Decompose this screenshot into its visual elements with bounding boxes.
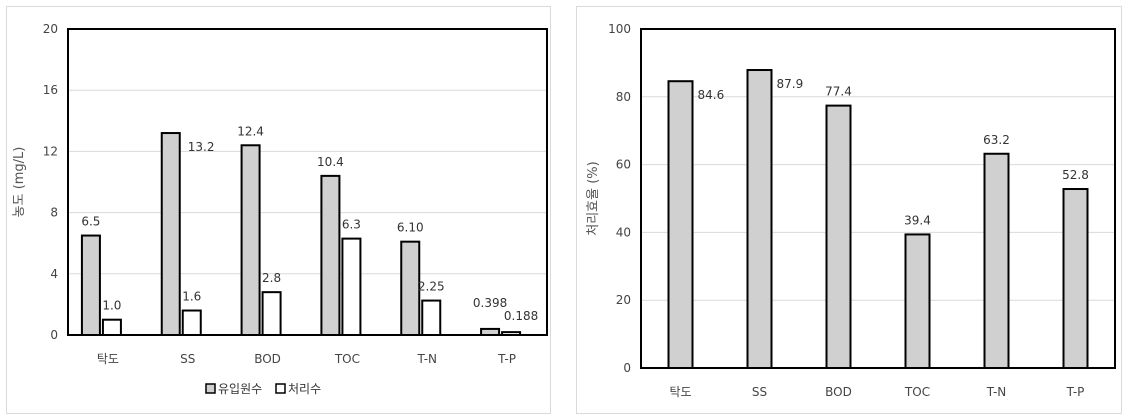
data-label: 39.4	[904, 213, 931, 227]
y-tick-label: 16	[43, 83, 58, 97]
legend-swatch	[205, 383, 216, 394]
y-tick-label: 8	[50, 206, 58, 220]
data-label: 1.0	[102, 299, 121, 313]
bar	[80, 234, 101, 336]
plot-frame	[640, 28, 1116, 369]
category-label: BOD	[825, 385, 852, 399]
bar	[341, 237, 362, 336]
efficiency-chart-panel: 0 20 40 60 80 100 84.6 87.9 77.4 39.4 63.2 52.8 탁도 SS…	[576, 6, 1122, 414]
data-label: 77.4	[825, 85, 852, 99]
data-label: 12.4	[237, 124, 264, 138]
y-tick-label: 0	[50, 328, 58, 342]
y-tick-label: 0	[623, 361, 631, 375]
bar	[1062, 188, 1089, 369]
y-axis-label: 농도 (mg/L)	[12, 147, 27, 218]
data-label: 0.188	[504, 309, 538, 323]
y-tick-label: 20	[616, 293, 631, 307]
bar	[421, 299, 442, 337]
bar	[746, 69, 773, 369]
bar	[160, 132, 181, 337]
legend-label: 처리수	[288, 382, 321, 396]
data-label: 84.6	[698, 88, 725, 102]
category-label: SS	[180, 352, 195, 366]
efficiency-chart: 0 20 40 60 80 100 84.6 87.9 77.4 39.4 63.2 52.8 탁도 SS…	[586, 22, 1116, 399]
data-label: 6.10	[397, 221, 424, 235]
category-label: T-N	[986, 385, 1007, 399]
category-label: SS	[752, 385, 767, 399]
bar	[261, 291, 282, 337]
bar	[904, 233, 931, 369]
y-tick-label: 12	[43, 144, 58, 158]
plot-area	[68, 29, 547, 335]
bar	[320, 174, 341, 336]
y-axis-label: 처리효율 (%)	[586, 161, 601, 235]
y-tick-label: 4	[50, 267, 58, 281]
category-label: T-P	[1066, 385, 1085, 399]
data-label: 63.2	[983, 133, 1010, 147]
category-label: T-N	[416, 352, 437, 366]
category-label: T-P	[497, 352, 516, 366]
legend-label: 유입원수	[218, 382, 262, 396]
category-label: 탁도	[669, 385, 691, 399]
category-label: TOC	[334, 352, 360, 366]
y-tick-label: 60	[616, 158, 631, 172]
category-label: BOD	[254, 352, 281, 366]
y-tick-label: 100	[608, 22, 631, 36]
bar	[667, 80, 694, 370]
y-tick-label: 20	[43, 22, 58, 36]
bar	[181, 309, 202, 336]
data-label: 52.8	[1062, 168, 1089, 182]
data-label: 10.4	[317, 155, 344, 169]
data-label: 2.8	[262, 271, 281, 285]
bar	[400, 240, 421, 336]
concentration-chart-panel: 0 4 8 12 16 20 6.5 13.2 12.4 10.4 6.10 0.398 1.0 1.6 2…	[6, 6, 551, 414]
data-label: 2.25	[418, 280, 445, 294]
data-label: 0.398	[473, 296, 507, 310]
legend-swatch	[275, 383, 286, 394]
concentration-chart: 0 4 8 12 16 20 6.5 13.2 12.4 10.4 6.10 0.398 1.0 1.6 2…	[12, 22, 548, 396]
category-label: 탁도	[97, 352, 119, 366]
data-label: 87.9	[777, 77, 804, 91]
bar	[101, 318, 122, 337]
bar	[825, 104, 852, 369]
bar	[983, 152, 1010, 369]
category-label: TOC	[904, 385, 930, 399]
data-label: 13.2	[188, 140, 215, 154]
bar	[240, 144, 261, 336]
y-tick-label: 80	[616, 90, 631, 104]
data-label: 1.6	[182, 290, 201, 304]
data-label: 6.5	[81, 215, 100, 229]
data-label: 6.3	[342, 218, 361, 232]
y-tick-label: 40	[616, 225, 631, 239]
plot-area	[641, 29, 1115, 368]
plot-frame	[67, 28, 548, 336]
